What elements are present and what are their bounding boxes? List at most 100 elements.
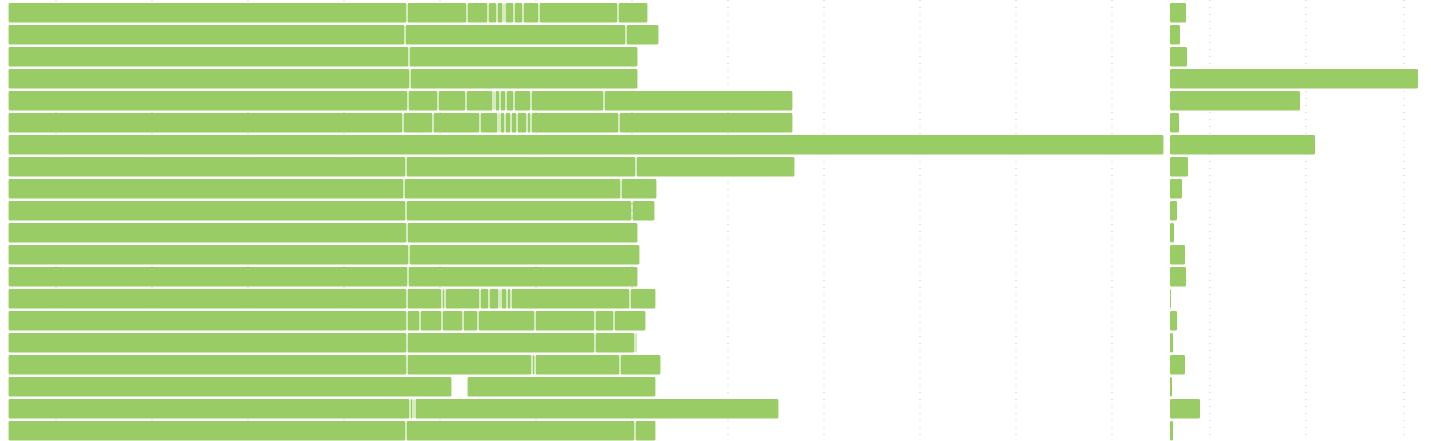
right-bar [1170,179,1182,199]
left-bar-segment [8,333,407,353]
left-bar-segment [505,3,514,23]
right-bar [1170,25,1180,45]
left-bar-segment [8,3,407,23]
left-bar-segment [539,3,618,23]
left-bar-segment [403,113,433,133]
left-bar-segment [595,333,635,353]
left-bar-segment [478,311,535,331]
left-bar-segment [511,113,517,133]
right-bar [1170,421,1173,441]
left-bar-segment [511,289,630,309]
left-bar-segment [8,25,405,45]
left-bar-segment [626,25,659,45]
right-bar [1170,223,1174,243]
right-bar [1170,69,1418,89]
left-bar-segment [8,223,407,243]
right-bar [1170,91,1300,111]
left-bar-segment [523,3,539,23]
right-bar [1170,377,1172,397]
left-bar-segment [493,91,495,111]
right-bar [1170,399,1200,419]
left-bar-segment [413,399,415,419]
left-bar-segment [636,157,795,177]
left-bar-segment [442,311,463,331]
left-bar-segment [406,201,632,221]
left-bar-segment [595,311,614,331]
left-bar-segment [618,3,648,23]
left-bar-segment [410,399,413,419]
left-bar-segment [406,421,635,441]
left-bar-segment [531,91,604,111]
left-bar-segment [8,311,407,331]
right-bar [1170,201,1177,221]
left-bar-segment [604,91,793,111]
left-bar-segment [445,289,480,309]
right-bar [1170,311,1177,331]
left-bar-segment [8,421,406,441]
left-bar-segment [621,179,657,199]
left-bar-segment [8,179,404,199]
left-bar-segment [8,289,407,309]
left-panel-bars [8,3,1164,441]
left-bar-segment [632,201,655,221]
left-bar-segment [8,157,406,177]
left-bar-segment [531,113,619,133]
left-bar-segment [404,179,621,199]
left-bar-segment [407,333,595,353]
left-bar-segment [8,47,409,67]
left-bar-segment [514,3,523,23]
left-bar-segment [500,113,505,133]
left-bar-segment [8,377,452,397]
left-bar-segment [408,267,638,287]
right-bar [1170,3,1186,23]
right-bar [1170,157,1188,177]
left-bar-segment [410,69,638,89]
right-bar [1170,245,1185,265]
left-bar-segment [635,421,656,441]
left-bar-segment [8,201,406,221]
left-bar-segment [499,289,501,309]
left-bar-segment [433,113,480,133]
left-bar-segment [500,91,506,111]
left-bar-segment [527,113,531,133]
right-bar [1170,333,1173,353]
left-bar-segment [406,157,636,177]
left-bar-segment [8,135,1164,155]
left-bar-segment [407,311,420,331]
left-bar-segment [620,355,661,375]
left-bar-segment [8,399,410,419]
left-bar-segment [466,91,493,111]
right-bar [1170,113,1179,133]
left-bar-segment [405,25,626,45]
left-bar-segment [409,47,638,67]
left-bar-segment [497,3,503,23]
left-bar-segment [535,311,595,331]
left-bar-segment [517,113,527,133]
left-bar-segment [415,399,779,419]
left-bar-segment [503,3,505,23]
left-bar-segment [8,245,409,265]
right-bar [1170,289,1171,309]
left-bar-segment [614,311,646,331]
left-bar-segment [619,113,793,133]
right-bar [1170,355,1185,375]
left-bar-segment [489,289,499,309]
left-bar-segment [407,355,532,375]
left-bar-segment [407,289,442,309]
left-bar-segment [408,91,438,111]
left-bar-segment [8,113,403,133]
left-bar-segment [630,289,656,309]
left-bar-segment [467,3,488,23]
left-bar-segment [467,377,656,397]
left-bar-segment [438,91,466,111]
left-bar-segment [8,91,408,111]
left-bar-segment [8,69,410,89]
left-bar-segment [480,113,498,133]
right-bar [1170,135,1315,155]
right-bar [1170,267,1186,287]
left-bar-segment [635,333,637,353]
left-bar-segment [532,355,535,375]
left-bar-segment [488,3,497,23]
left-bar-segment [420,311,442,331]
